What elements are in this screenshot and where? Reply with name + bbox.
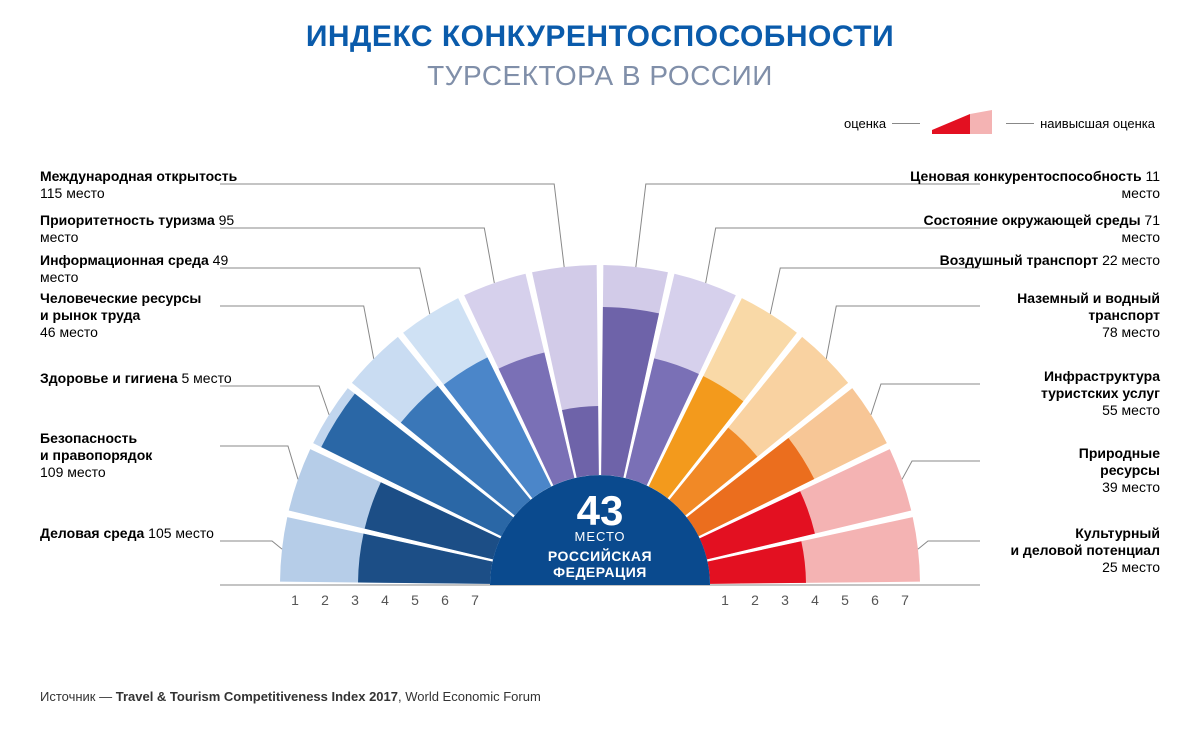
center-country-1: РОССИЙСКАЯ: [548, 547, 652, 564]
axis-right-2: 2: [751, 592, 759, 608]
category-label: Состояние окружающей среды 71 место: [900, 212, 1160, 246]
axis-left-7: 1: [291, 592, 299, 608]
axis-left-4: 4: [381, 592, 389, 608]
axis-left-6: 2: [321, 592, 329, 608]
axis-right-7: 7: [901, 592, 909, 608]
axis-right-3: 3: [781, 592, 789, 608]
source-suffix: , World Economic Forum: [398, 689, 541, 704]
center-country-2: ФЕДЕРАЦИЯ: [553, 564, 647, 580]
legend-score-label: оценка: [844, 116, 886, 131]
center-rank-word: МЕСТО: [575, 529, 626, 544]
leader-line: [220, 228, 494, 283]
source-prefix: Источник —: [40, 689, 116, 704]
category-label: Воздушный транспорт 22 место: [900, 252, 1160, 269]
category-label: Приоритетность туризма 95 место: [40, 212, 240, 246]
center-rank-number: 43: [577, 487, 624, 534]
axis-right-6: 6: [871, 592, 879, 608]
axis-right-1: 1: [721, 592, 729, 608]
category-label: Деловая среда 105 место: [40, 525, 240, 542]
center-overall: общая оценка 4.2: [551, 584, 650, 598]
title-line-2: ТУРСЕКТОРА В РОССИИ: [0, 60, 1200, 92]
leader-line: [220, 268, 430, 314]
axis-left-3: 5: [411, 592, 419, 608]
category-label: Природныересурсы39 место: [900, 445, 1160, 495]
category-label: Информационная среда 49 место: [40, 252, 240, 286]
leader-line: [220, 386, 329, 415]
leader-line: [220, 306, 374, 359]
leader-line: [220, 541, 282, 549]
axis-right-5: 5: [841, 592, 849, 608]
category-label: Международная открытость 115 место: [40, 168, 240, 202]
legend: оценка наивысшая оценка: [844, 110, 1155, 136]
axis-right-4: 4: [811, 592, 819, 608]
legend-leader-right: [1006, 123, 1034, 124]
category-label: Наземный и водныйтранспорт78 место: [900, 290, 1160, 340]
category-label: Ценовая конкурентоспособность 11 место: [900, 168, 1160, 202]
source: Источник — Travel & Tourism Competitiven…: [40, 689, 541, 704]
leader-line: [220, 184, 564, 267]
axis-left-1: 7: [471, 592, 479, 608]
category-label: Здоровье и гигиена 5 место: [40, 370, 240, 387]
title-line-1: ИНДЕКС КОНКУРЕНТОСПОСОБНОСТИ: [0, 20, 1200, 54]
axis-left-5: 3: [351, 592, 359, 608]
axis-left-2: 6: [441, 592, 449, 608]
legend-max-label: наивысшая оценка: [1040, 116, 1155, 131]
category-label: Безопасностьи правопорядок109 место: [40, 430, 240, 480]
source-bold: Travel & Tourism Competitiveness Index 2…: [116, 689, 398, 704]
legend-leader-left: [892, 123, 920, 124]
category-label: Культурныйи деловой потенциал25 место: [900, 525, 1160, 575]
category-label: Инфраструктуратуристских услуг55 место: [900, 368, 1160, 418]
category-label: Человеческие ресурсыи рынок труда46 мест…: [40, 290, 240, 340]
legend-swatch: [932, 110, 994, 136]
